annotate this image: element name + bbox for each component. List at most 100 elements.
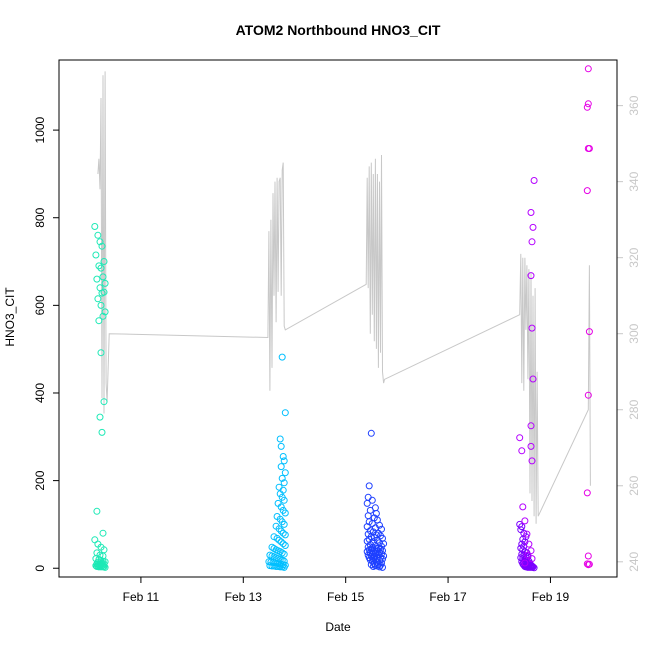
data-point [530, 177, 538, 184]
data-point [276, 563, 284, 571]
data-point [96, 551, 104, 559]
x-tick-label: Feb 19 [532, 590, 570, 604]
data-point [584, 561, 592, 569]
data-point [94, 231, 102, 239]
data-point [280, 496, 288, 504]
data-point [365, 482, 373, 490]
data-point [366, 556, 374, 564]
data-point [96, 413, 104, 421]
y-tick-label: 800 [33, 207, 47, 227]
data-point [584, 391, 592, 399]
data-point [280, 457, 288, 465]
data-point [99, 312, 107, 320]
data-point [525, 540, 533, 548]
data-point [96, 562, 104, 570]
data-point [521, 559, 529, 567]
data-point [91, 223, 99, 230]
y2-tick-label: 260 [627, 475, 641, 495]
data-point [363, 499, 371, 507]
x-tick-label: Feb 13 [225, 590, 263, 604]
data-point [98, 242, 106, 250]
data-point [281, 509, 289, 517]
data-point [97, 301, 105, 309]
data-point [366, 549, 374, 557]
data-point [584, 552, 592, 560]
data-point [364, 493, 372, 501]
data-point [277, 503, 285, 511]
data-point [583, 103, 591, 111]
data-point [93, 507, 101, 515]
data-point [521, 517, 529, 525]
x-tick-label: Feb 11 [123, 590, 160, 604]
secondary-series-line [97, 71, 591, 524]
y-axis-label: HNO3_CIT [3, 287, 17, 347]
data-point [583, 489, 591, 497]
data-point [278, 353, 286, 361]
data-point [530, 564, 538, 572]
data-point [379, 563, 386, 571]
data-point [100, 288, 108, 296]
data-point [585, 328, 593, 336]
data-point [528, 457, 536, 465]
y2-tick-label: 360 [627, 95, 641, 115]
y-tick-label: 0 [33, 565, 47, 572]
data-point [584, 65, 592, 73]
data-point [279, 453, 287, 460]
data-point [368, 496, 376, 504]
data-point [281, 542, 289, 549]
y-tick-label: 1000 [33, 116, 47, 143]
data-point [518, 523, 526, 531]
data-point [98, 428, 106, 436]
data-point [583, 187, 591, 195]
y-tick-label: 400 [33, 383, 47, 403]
data-point [273, 534, 281, 542]
data-point [93, 275, 101, 283]
data-point [281, 469, 289, 477]
data-point [528, 324, 536, 332]
data-point [528, 555, 536, 563]
data-point [281, 409, 289, 417]
data-point [367, 429, 375, 437]
data-point [100, 258, 108, 265]
data-point [523, 530, 531, 538]
x-axis-label: Date [325, 620, 351, 634]
data-point [275, 536, 283, 544]
data-point [100, 398, 108, 406]
data-point [516, 434, 524, 442]
y2-tick-label: 280 [627, 399, 641, 419]
data-point [277, 463, 285, 471]
data-point [584, 100, 592, 108]
y2-tick-label: 300 [627, 323, 641, 343]
data-point [377, 561, 384, 569]
data-point [96, 238, 104, 246]
data-point [278, 549, 286, 557]
data-point [276, 435, 284, 443]
data-point [275, 483, 283, 491]
chart-title: ATOM2 Northbound HNO3_CIT [236, 22, 441, 38]
secondary-series-line-layer [97, 71, 591, 524]
data-point [519, 503, 527, 511]
plot-frame [58, 59, 618, 578]
data-point [527, 272, 535, 280]
data-point [280, 520, 288, 528]
data-point [97, 349, 105, 357]
data-point [380, 552, 388, 560]
data-point [97, 264, 105, 272]
data-point [101, 308, 109, 316]
y-tick-label: 200 [33, 470, 47, 490]
data-point [92, 251, 100, 259]
data-point [278, 474, 286, 482]
scatter-points-layer [91, 65, 593, 572]
data-point [101, 563, 109, 571]
data-point [529, 223, 537, 231]
data-point [279, 529, 287, 537]
data-point [584, 145, 592, 152]
y2-tick-label: 240 [627, 551, 641, 571]
data-point [101, 279, 109, 287]
data-point [279, 540, 287, 548]
data-point [94, 295, 102, 303]
data-point [276, 490, 284, 498]
data-point [372, 510, 380, 517]
data-point [527, 209, 535, 216]
